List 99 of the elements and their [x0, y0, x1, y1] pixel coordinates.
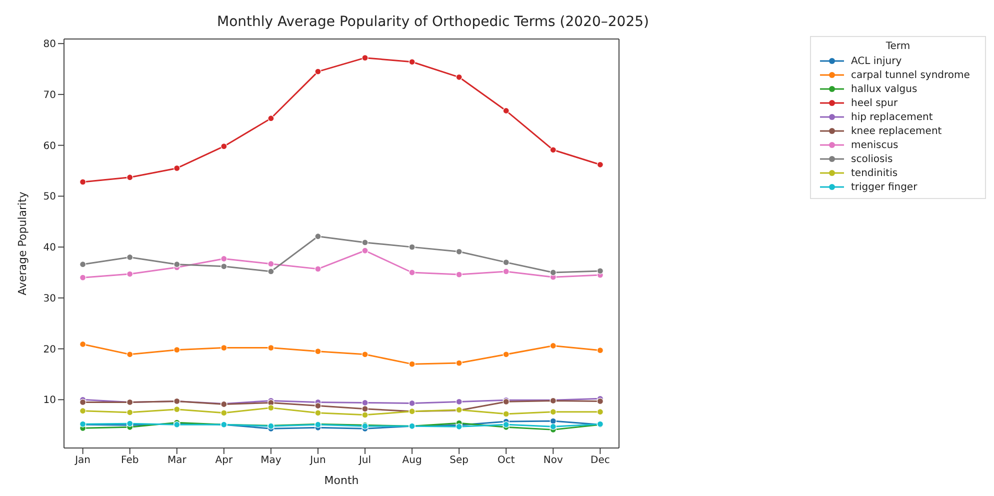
point	[362, 239, 368, 246]
point	[362, 351, 368, 358]
x-tick-label: Oct	[497, 455, 515, 466]
point	[408, 400, 416, 407]
point	[80, 340, 86, 348]
point	[314, 402, 322, 410]
x-axis-title: Month	[324, 474, 359, 487]
y-tick-label: 50	[43, 192, 56, 203]
point	[80, 274, 86, 281]
legend-label: hip replacement	[851, 112, 933, 122]
chart-title: Monthly Average Popularity of Orthopedic Terms (2020–2025)	[216, 14, 650, 30]
y-tick-label: 80	[43, 39, 56, 50]
point	[268, 260, 274, 268]
x-tick-label: Dec	[590, 455, 610, 466]
x-tick-label: May	[260, 455, 282, 466]
point	[126, 270, 134, 278]
legend-label: hallux valgus	[851, 84, 918, 94]
point	[362, 412, 368, 418]
legend-label: ACL injury	[851, 56, 902, 66]
legend-label: carpal tunnel syndrome	[851, 70, 970, 80]
point	[80, 408, 86, 414]
point	[174, 164, 180, 172]
point	[314, 68, 322, 75]
point	[408, 244, 416, 250]
y-tick-label: 60	[43, 140, 56, 152]
point	[126, 351, 134, 358]
y-axis-title: Average Popularity	[16, 191, 29, 296]
legend-label: meniscus	[851, 140, 898, 150]
point	[550, 423, 556, 430]
point	[596, 398, 604, 404]
x-tick-label: Sep	[450, 455, 469, 466]
point	[314, 266, 322, 272]
point	[502, 351, 510, 358]
point	[314, 348, 322, 355]
point	[456, 398, 462, 406]
point	[362, 54, 368, 62]
point	[220, 410, 228, 416]
point	[550, 342, 556, 350]
point	[174, 406, 180, 413]
x-tick-label: Feb	[120, 455, 139, 466]
x-tick-label: Jun	[309, 455, 326, 466]
y-tick-label: 40	[43, 242, 56, 254]
x-tick-label: Aug	[402, 455, 422, 466]
point	[502, 107, 510, 114]
point	[550, 418, 556, 424]
legend-label: scoliosis	[851, 154, 893, 164]
point	[126, 254, 134, 261]
point	[314, 410, 322, 416]
point	[408, 269, 416, 276]
point	[362, 399, 368, 406]
point	[596, 347, 604, 354]
legend-label: tendinitis	[851, 168, 898, 178]
point	[362, 406, 368, 412]
point	[502, 421, 510, 428]
legend-label: trigger finger	[851, 182, 918, 192]
point	[80, 261, 86, 268]
point	[268, 404, 274, 412]
x-tick-label: Nov	[543, 455, 563, 466]
point	[268, 115, 274, 122]
point	[174, 346, 180, 354]
point	[174, 261, 180, 268]
y-tick-label: 30	[43, 293, 56, 304]
point	[502, 268, 510, 275]
y-tick-label: 20	[43, 344, 56, 356]
point	[550, 408, 556, 416]
point	[408, 360, 416, 368]
legend-label: knee replacement	[851, 126, 942, 136]
point	[314, 233, 322, 240]
point	[220, 255, 228, 262]
point	[126, 174, 134, 181]
point	[408, 58, 416, 66]
point	[220, 344, 228, 352]
point	[550, 146, 556, 154]
point	[456, 271, 462, 278]
x-tick-label: Jan	[74, 455, 91, 466]
point	[550, 269, 556, 276]
point	[456, 74, 462, 80]
point	[596, 161, 604, 168]
y-tick-label: 70	[43, 90, 56, 101]
point	[362, 247, 368, 254]
point	[596, 408, 604, 416]
point	[220, 143, 228, 150]
point	[268, 268, 274, 275]
x-tick-label: Mar	[167, 455, 188, 466]
point	[596, 268, 604, 274]
y-tick-label: 10	[43, 395, 56, 406]
point	[80, 178, 86, 186]
point	[456, 248, 462, 255]
x-tick-label: Jul	[358, 455, 372, 466]
point	[456, 360, 462, 366]
point	[268, 344, 274, 352]
point	[502, 410, 510, 418]
point	[126, 409, 134, 416]
legend-title: Term	[884, 41, 912, 52]
point	[220, 263, 228, 270]
legend-label: heel spur	[851, 98, 898, 108]
point	[80, 398, 86, 406]
x-tick-label: Apr	[215, 455, 234, 466]
point	[502, 259, 510, 266]
